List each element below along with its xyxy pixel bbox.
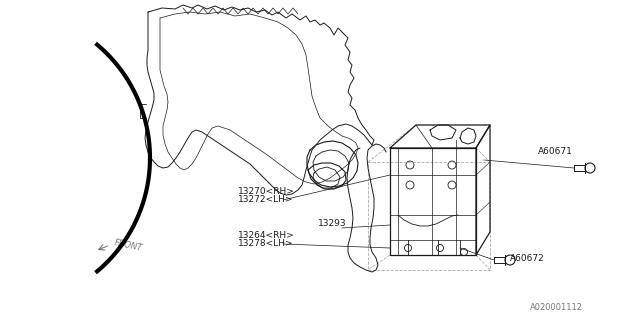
Text: FRONT: FRONT — [113, 239, 143, 253]
Text: 13272<LH>: 13272<LH> — [238, 195, 294, 204]
Text: 13293: 13293 — [318, 219, 347, 228]
Text: 13264<RH>: 13264<RH> — [238, 231, 295, 240]
Text: A60671: A60671 — [538, 147, 573, 156]
Text: 13270<RH>: 13270<RH> — [238, 187, 295, 196]
Text: A020001112: A020001112 — [530, 303, 583, 312]
Text: A60672: A60672 — [510, 254, 545, 263]
Text: 13278<LH>: 13278<LH> — [238, 239, 294, 248]
